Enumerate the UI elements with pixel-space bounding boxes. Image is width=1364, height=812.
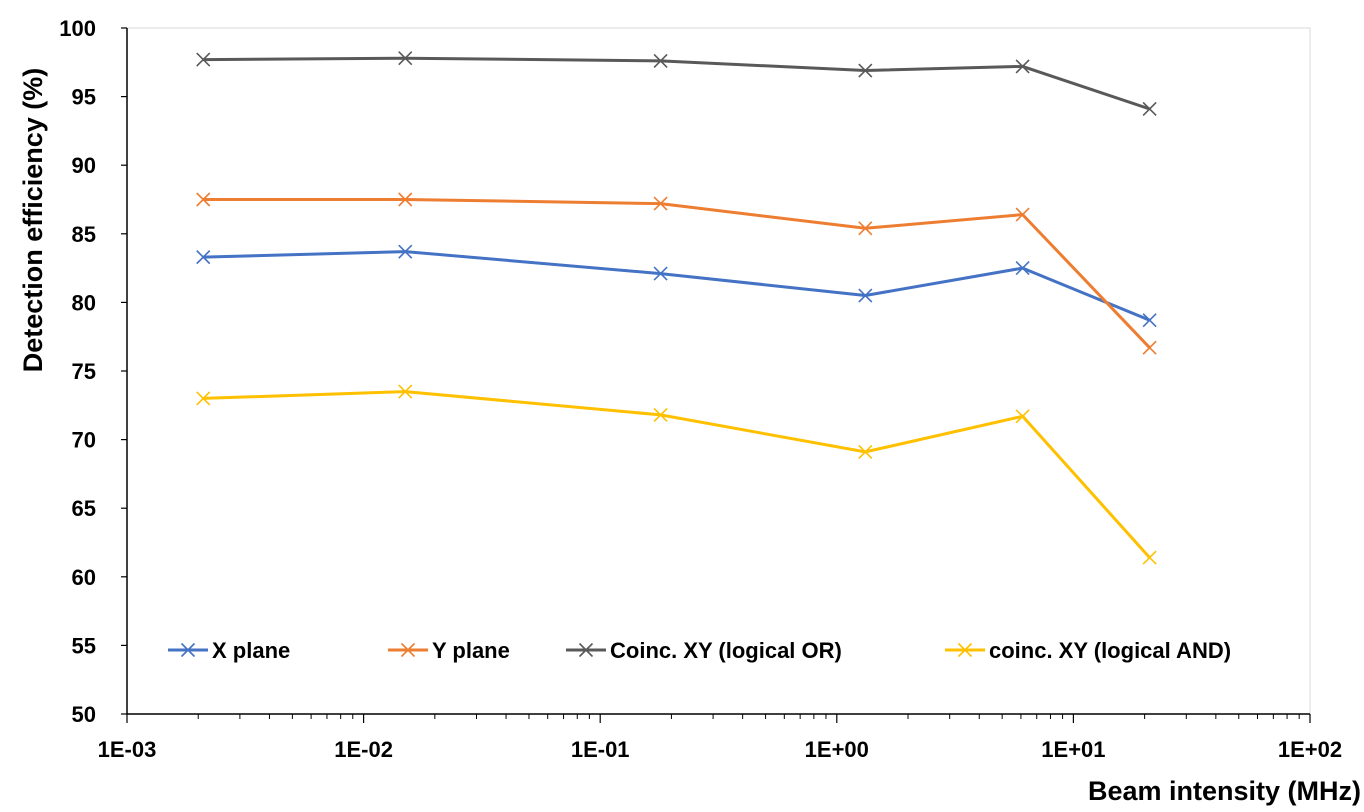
x-tick-label: 1E+02 xyxy=(1278,737,1342,762)
series-line xyxy=(203,250,1151,322)
series-line xyxy=(203,390,1151,559)
x-tick-label: 1E+00 xyxy=(805,737,869,762)
x-tick-label: 1E-01 xyxy=(571,737,630,762)
data-point-marker xyxy=(1142,313,1157,328)
y-tick-label: 95 xyxy=(72,85,96,110)
x-axis-title: Beam intensity (MHz) xyxy=(1088,776,1361,806)
data-point-marker xyxy=(398,192,413,207)
data-point-marker xyxy=(1015,409,1030,424)
y-tick-label: 75 xyxy=(72,359,96,384)
legend: X plane Y plane Coinc. XY (logical OR) coin… xyxy=(168,638,1231,663)
y-tick-label: 55 xyxy=(72,633,96,658)
series-4 xyxy=(196,384,1157,565)
y-tick-label: 60 xyxy=(72,565,96,590)
legend-marker xyxy=(578,642,594,658)
data-point-marker xyxy=(196,52,211,67)
data-point-marker xyxy=(858,221,873,236)
series-line xyxy=(203,198,1151,349)
legend-marker xyxy=(957,642,973,658)
data-point-marker xyxy=(653,407,668,422)
legend-label: coinc. XY (logical AND) xyxy=(989,638,1231,663)
data-point-marker xyxy=(196,250,211,265)
legend-label: X plane xyxy=(212,638,290,663)
x-tick-label: 1E+01 xyxy=(1041,737,1105,762)
legend-marker xyxy=(180,642,196,658)
x-tick-label: 1E-02 xyxy=(334,737,393,762)
y-tick-label: 90 xyxy=(72,153,96,178)
y-tick-label: 65 xyxy=(72,496,96,521)
y-tick-label: 85 xyxy=(72,222,96,247)
legend-item: Coinc. XY (logical OR) xyxy=(566,638,842,663)
data-point-marker xyxy=(653,53,668,68)
x-minor-ticks xyxy=(197,714,1300,719)
data-point-marker xyxy=(1015,59,1030,74)
data-point-marker xyxy=(398,244,413,259)
data-point-marker xyxy=(196,192,211,207)
data-point-marker xyxy=(858,288,873,303)
data-point-marker xyxy=(196,391,211,406)
series-layer xyxy=(196,51,1157,565)
legend-item: Y plane xyxy=(388,638,510,663)
legend-item: X plane xyxy=(168,638,290,663)
data-point-marker xyxy=(858,63,873,78)
series-2 xyxy=(196,192,1157,355)
y-tick-label: 100 xyxy=(59,16,96,41)
y-tick-label: 50 xyxy=(72,702,96,727)
data-point-marker xyxy=(1142,340,1157,355)
y-axis-title: Detection efficiency (%) xyxy=(18,68,48,373)
data-point-marker xyxy=(1015,207,1030,222)
data-point-marker xyxy=(1142,101,1157,117)
y-tick-labels: 50 55 60 65 70 75 80 85 90 95 100 xyxy=(59,16,127,727)
y-tick-label: 70 xyxy=(72,428,96,453)
series-3 xyxy=(196,51,1157,117)
legend-item: coinc. XY (logical AND) xyxy=(945,638,1231,663)
data-point-marker xyxy=(1015,261,1030,276)
data-point-marker xyxy=(1142,550,1157,565)
series-1 xyxy=(196,244,1157,328)
data-point-marker xyxy=(398,384,413,399)
data-point-marker xyxy=(653,266,668,281)
y-tick-label: 80 xyxy=(72,290,96,315)
series-line xyxy=(203,56,1151,111)
legend-label: Y plane xyxy=(432,638,510,663)
data-point-marker xyxy=(653,196,668,211)
x-tick-label: 1E-03 xyxy=(98,737,157,762)
plot-area xyxy=(126,27,1311,715)
legend-marker xyxy=(400,642,416,658)
data-point-marker xyxy=(858,444,873,460)
x-tick-labels: 1E-03 1E-02 1E-01 1E+00 1E+01 1E+02 xyxy=(98,714,1342,762)
legend-label: Coinc. XY (logical OR) xyxy=(610,638,842,663)
data-point-marker xyxy=(398,51,413,66)
